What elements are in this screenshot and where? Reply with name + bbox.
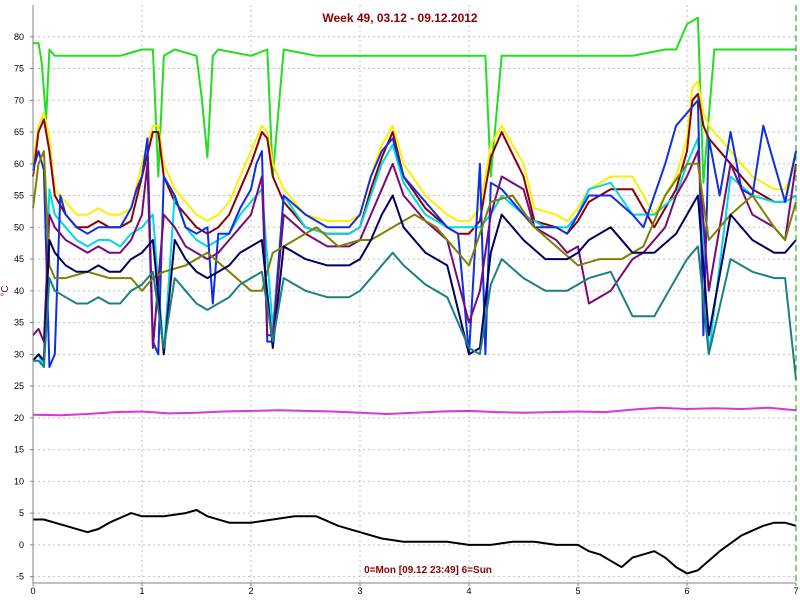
time-legend-note: 0=Mon [09.12 23:49] 6=Sun xyxy=(364,565,492,576)
x-tick-label: 1 xyxy=(139,586,144,596)
series-line-5 xyxy=(32,99,797,368)
y-tick-label: 40 xyxy=(14,286,24,296)
y-tick-label: 30 xyxy=(14,349,24,359)
y-tick-label: 45 xyxy=(14,254,24,264)
y-tick-label: 20 xyxy=(14,413,24,423)
y-tick-label: 25 xyxy=(14,381,24,391)
y-tick-label: 70 xyxy=(14,95,24,105)
y-tick-label: 55 xyxy=(14,191,24,201)
series-line-9 xyxy=(33,245,797,380)
x-tick-label: 4 xyxy=(466,586,471,596)
chart-title: Week 49, 03.12 - 09.12.2012 xyxy=(322,11,478,25)
y-tick-label: 50 xyxy=(14,222,24,232)
y-tick-label: 60 xyxy=(14,159,24,169)
y-tick-label: -5 xyxy=(16,572,24,582)
x-tick-label: 2 xyxy=(248,586,253,596)
x-tick-label: 5 xyxy=(575,586,580,596)
series-line-11 xyxy=(33,509,797,575)
y-tick-label: 65 xyxy=(14,127,24,137)
series-line-1 xyxy=(33,16,796,184)
y-tick-label: 35 xyxy=(14,318,24,328)
y-tick-label: 10 xyxy=(14,476,24,486)
y-tick-label: 5 xyxy=(19,508,24,518)
x-tick-label: 7 xyxy=(793,586,798,596)
y-axis-ticks: -5 0 5 10 15 20 25 30 35 40 45 50 55 60 65 70 75 80 xyxy=(14,32,33,582)
y-tick-label: 80 xyxy=(14,32,24,42)
y-tick-label: 75 xyxy=(14,64,24,74)
x-tick-label: 3 xyxy=(357,586,362,596)
series-line-10 xyxy=(32,406,797,417)
series-line-8 xyxy=(32,194,797,362)
y-axis-label: °C xyxy=(0,285,11,296)
y-tick-label: 15 xyxy=(14,445,24,455)
x-tick-label: 6 xyxy=(684,586,689,596)
x-tick-label: 0 xyxy=(30,586,35,596)
y-tick-label: 0 xyxy=(19,540,24,550)
series-lines xyxy=(32,16,797,575)
